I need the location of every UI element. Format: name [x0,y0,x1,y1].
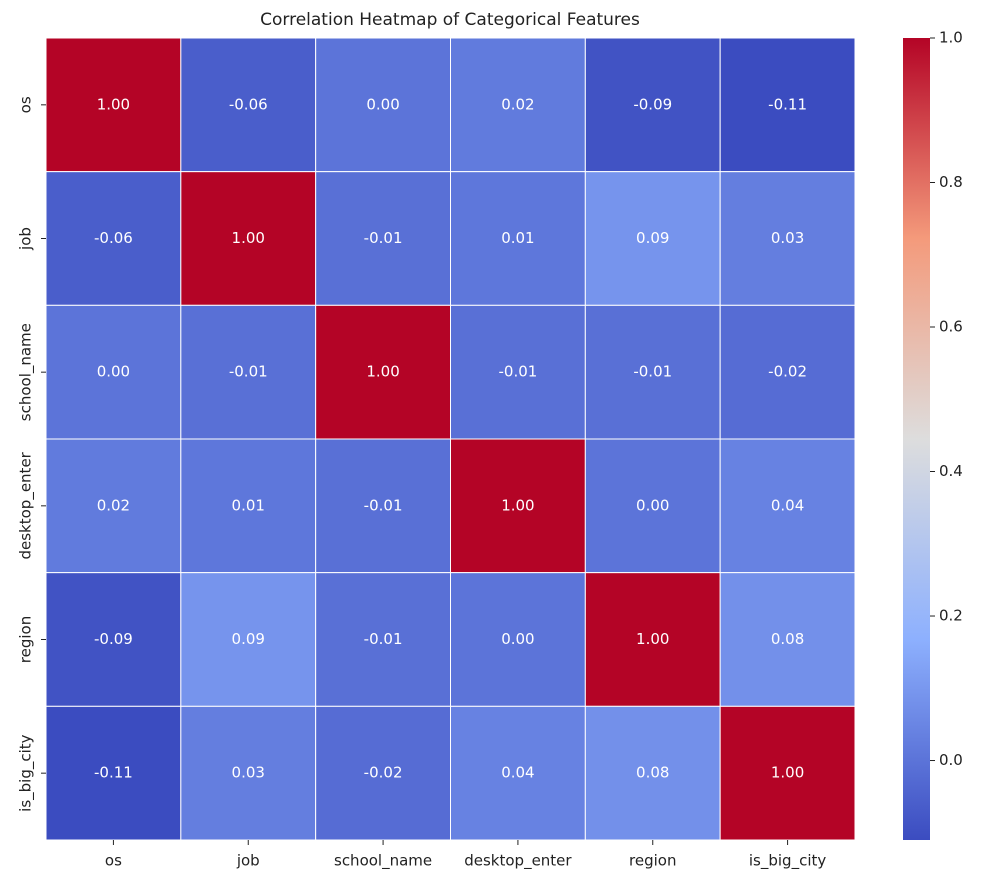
x-tick-label: job [236,852,260,870]
heatmap-cell [315,438,451,574]
heatmap-cell [180,304,317,440]
heatmap-cell [450,572,586,707]
y-tick-label: school_name [17,323,36,421]
heatmap-cell [45,304,182,440]
y-tick-label: is_big_city [17,734,36,811]
colorbar [903,38,930,840]
x-tick-label: os [105,852,122,870]
heatmap-cell [584,438,721,574]
cell-label: 1.00 [771,764,804,782]
x-tick-label: is_big_city [749,852,826,871]
cell-label: 0.00 [636,496,669,514]
heatmap-cell [45,572,182,707]
heatmap-cell [450,705,586,841]
heatmap-cell [450,171,586,306]
cell-label: -0.01 [364,229,403,247]
cell-label: -0.11 [768,95,807,113]
heatmap-cell [180,37,317,173]
heatmap-cell [315,304,451,440]
cell-label: 0.01 [232,496,265,514]
cell-label: -0.06 [229,95,268,113]
heatmap-cell [315,572,451,707]
cell-label: 0.02 [501,95,534,113]
cell-label: 0.08 [636,764,669,782]
y-tick-label: os [17,96,35,113]
x-tick-label: desktop_enter [464,852,572,871]
heatmap-cell [180,438,317,574]
cell-label: 0.00 [366,95,399,113]
chart-title: Correlation Heatmap of Categorical Featu… [260,10,640,30]
cell-label: 1.00 [366,363,399,381]
heatmap-cell [719,438,856,574]
heatmap-cell [450,304,586,440]
heatmap-cell [584,304,721,440]
heatmap-cell [45,438,182,574]
cell-label: -0.01 [633,363,672,381]
cell-label: 1.00 [232,229,265,247]
heatmap-cell [45,705,182,841]
heatmap-cell [719,37,856,173]
heatmap-cell [719,304,856,440]
cell-label: -0.02 [364,764,403,782]
cell-label: -0.11 [94,764,133,782]
heatmap-cell [584,37,721,173]
cell-label: 0.09 [636,229,669,247]
heatmap-cell [719,705,856,841]
heatmap-cell [719,171,856,306]
heatmap-cell [450,37,586,173]
cell-label: -0.09 [633,95,672,113]
cell-label: 0.00 [501,630,534,648]
x-tick-label: region [629,852,676,870]
cell-label: 1.00 [97,95,130,113]
cell-label: 0.03 [771,229,804,247]
cell-label: 1.00 [636,630,669,648]
cell-label: -0.01 [229,363,268,381]
heatmap-cell [315,37,451,173]
cell-label: 0.00 [97,363,130,381]
cell-label: 0.01 [501,229,534,247]
cell-label: -0.01 [499,363,538,381]
colorbar-tick-label: 0.6 [939,318,963,336]
colorbar-tick-label: 1.0 [939,29,963,47]
cell-label: 0.02 [97,496,130,514]
cell-label: 0.04 [771,496,804,514]
cell-label: 0.04 [501,764,534,782]
cell-label: -0.01 [364,630,403,648]
heatmap-cell [45,37,182,173]
cell-label: 0.09 [232,630,265,648]
x-tick-label: school_name [334,852,432,871]
cell-label: 0.08 [771,630,804,648]
heatmap-cell [180,171,317,306]
cell-label: 1.00 [501,496,534,514]
y-tick-label: region [17,616,35,663]
colorbar-tick-label: 0.4 [939,462,963,480]
y-tick-label: job [17,227,35,251]
heatmap-cell [584,572,721,707]
colorbar-tick-label: 0.8 [939,173,963,191]
y-tick-label: desktop_enter [17,451,36,559]
heatmap-cell [450,438,586,574]
heatmap-cell [719,572,856,707]
colorbar-tick-label: 0.0 [939,751,963,769]
heatmap-cell [584,705,721,841]
cell-label: -0.01 [364,496,403,514]
cell-label: -0.06 [94,229,133,247]
colorbar-tick-label: 0.2 [939,607,963,625]
cell-label: -0.02 [768,363,807,381]
cell-label: 0.03 [232,764,265,782]
cell-label: -0.09 [94,630,133,648]
